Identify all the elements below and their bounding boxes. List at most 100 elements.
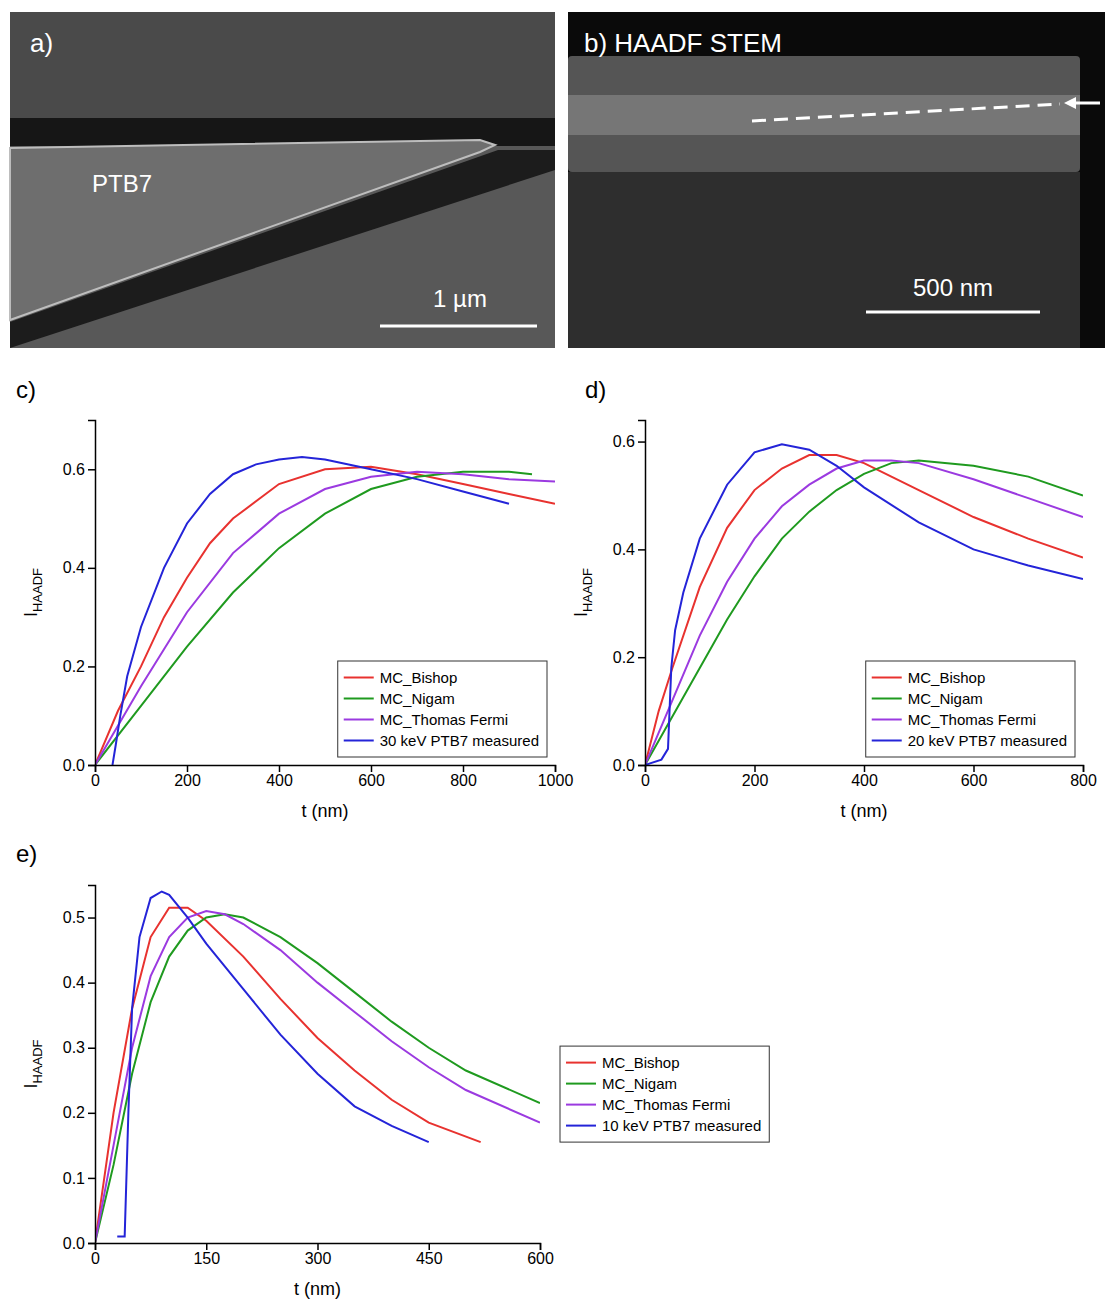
plot-lines	[95, 892, 540, 1243]
tick: 0	[641, 765, 650, 789]
tick-mark	[88, 917, 95, 919]
x-axis: 0 200 400 600 800	[641, 765, 1097, 789]
legend-swatch	[566, 1125, 596, 1127]
tick: 0	[91, 765, 100, 789]
tick-label: 0.4	[63, 559, 85, 576]
image-lower-region	[568, 172, 1080, 348]
tick-mark	[206, 1243, 208, 1250]
tick: 0.1	[63, 1170, 95, 1187]
chart: 01503004506000.00.10.20.30.40.5t (nm)IHA…	[16, 840, 769, 1299]
x-axis-title: t (nm)	[302, 801, 349, 821]
tick: 200	[742, 765, 769, 789]
tick-label: 400	[851, 772, 878, 789]
panel-label: a)	[30, 28, 53, 58]
x-axis-title: t (nm)	[841, 801, 888, 821]
tick-label: 600	[527, 1250, 554, 1267]
tick-label: 0.5	[63, 909, 85, 926]
tick-mark	[638, 765, 645, 767]
legend-label: MC_Thomas Fermi	[602, 1096, 730, 1113]
chart: 020040060080010000.00.20.40.6t (nm)IHAAD…	[16, 376, 573, 821]
tick-label: 1000	[538, 772, 574, 789]
legend-swatch	[872, 719, 902, 721]
plot-lines	[95, 457, 555, 765]
tick-label: 450	[416, 1250, 443, 1267]
legend-label: MC_Nigam	[380, 690, 455, 707]
series-line	[645, 455, 1083, 765]
tick: 200	[174, 765, 201, 789]
image-band-light	[568, 95, 1080, 135]
panel-label: d)	[585, 376, 606, 403]
tick: 0.2	[63, 1104, 95, 1121]
plot-lines	[645, 444, 1083, 765]
image-background	[10, 12, 555, 348]
tick-mark	[88, 1243, 95, 1245]
tick-mark	[754, 765, 756, 772]
tick-label: 0.0	[63, 1235, 85, 1252]
tick-label: 200	[174, 772, 201, 789]
series-line	[95, 472, 532, 765]
tick: 0.3	[63, 1039, 95, 1056]
y-axis-title: IHAADF	[21, 568, 45, 617]
tick-mark	[371, 765, 373, 772]
panel-b: b) HAADF STEM500 nm	[568, 12, 1105, 348]
tick-label: 600	[358, 772, 385, 789]
axis-line	[96, 766, 556, 773]
tick-mark	[88, 1113, 95, 1115]
tick: 600	[961, 765, 988, 789]
tick-mark	[187, 765, 189, 772]
scale-bar-label: 1 µm	[433, 285, 487, 312]
arrow-head	[1064, 97, 1076, 109]
legend-item: MC_Bishop	[344, 669, 458, 686]
axis-line	[88, 886, 96, 1244]
tick: 0.2	[63, 658, 95, 675]
y-axis-title-subscript: HAADF	[580, 568, 595, 612]
tick: 0.5	[63, 909, 95, 926]
dashed-line	[752, 104, 1060, 121]
tick-mark	[88, 568, 95, 570]
legend-item: MC_Thomas Fermi	[872, 711, 1036, 728]
y-axis: 0.00.20.40.6	[63, 421, 96, 774]
panel-label: b) HAADF STEM	[584, 28, 782, 58]
tick-mark	[638, 441, 645, 443]
image-band	[568, 56, 1080, 172]
tick-label: 800	[450, 772, 477, 789]
image-text: PTB7	[92, 170, 152, 197]
series-line	[645, 460, 1083, 765]
x-axis: 0 200 400 600 800 1000	[91, 765, 573, 789]
tick-label: 800	[1070, 772, 1097, 789]
legend-swatch	[344, 698, 374, 700]
legend-swatch	[344, 677, 374, 679]
legend-item: 20 keV PTB7 measured	[872, 732, 1067, 749]
tick: 0.0	[63, 1235, 95, 1252]
y-axis-title-subscript: HAADF	[30, 568, 45, 612]
legend-swatch	[566, 1083, 596, 1085]
tick-mark	[88, 765, 95, 767]
legend-item: MC_Nigam	[566, 1075, 677, 1092]
y-axis: 0.0 0.1 0.2 0.3 0.4 0.5	[63, 886, 96, 1252]
legend-label: MC_Nigam	[908, 690, 983, 707]
series-line	[95, 472, 555, 765]
tick: 0.4	[613, 541, 645, 558]
tick-mark	[540, 1243, 542, 1250]
y-axis: 0.00.20.40.6	[613, 421, 646, 774]
tick-mark	[638, 549, 645, 551]
tick-label: 400	[266, 772, 293, 789]
tick: 0.4	[63, 974, 95, 991]
tick: 0.2	[613, 649, 645, 666]
image-wedge	[10, 140, 495, 320]
legend-label: 30 keV PTB7 measured	[380, 732, 539, 749]
tick: 0.6	[613, 433, 645, 450]
legend-item: 10 keV PTB7 measured	[566, 1117, 761, 1134]
legend: MC_BishopMC_NigamMC_Thomas Fermi30 keV P…	[338, 661, 547, 757]
legend-swatch	[872, 740, 902, 742]
x-axis-title: t (nm)	[294, 1279, 341, 1299]
tick-label: 600	[961, 772, 988, 789]
tick: 800	[1070, 765, 1097, 789]
legend-label: MC_Thomas Fermi	[908, 711, 1036, 728]
tick: 450	[416, 1243, 443, 1267]
axis-line	[96, 1244, 541, 1251]
legend-swatch	[344, 719, 374, 721]
legend-label: MC_Bishop	[908, 669, 986, 686]
legend-item: MC_Bishop	[872, 669, 986, 686]
scale-bar	[866, 311, 1040, 314]
